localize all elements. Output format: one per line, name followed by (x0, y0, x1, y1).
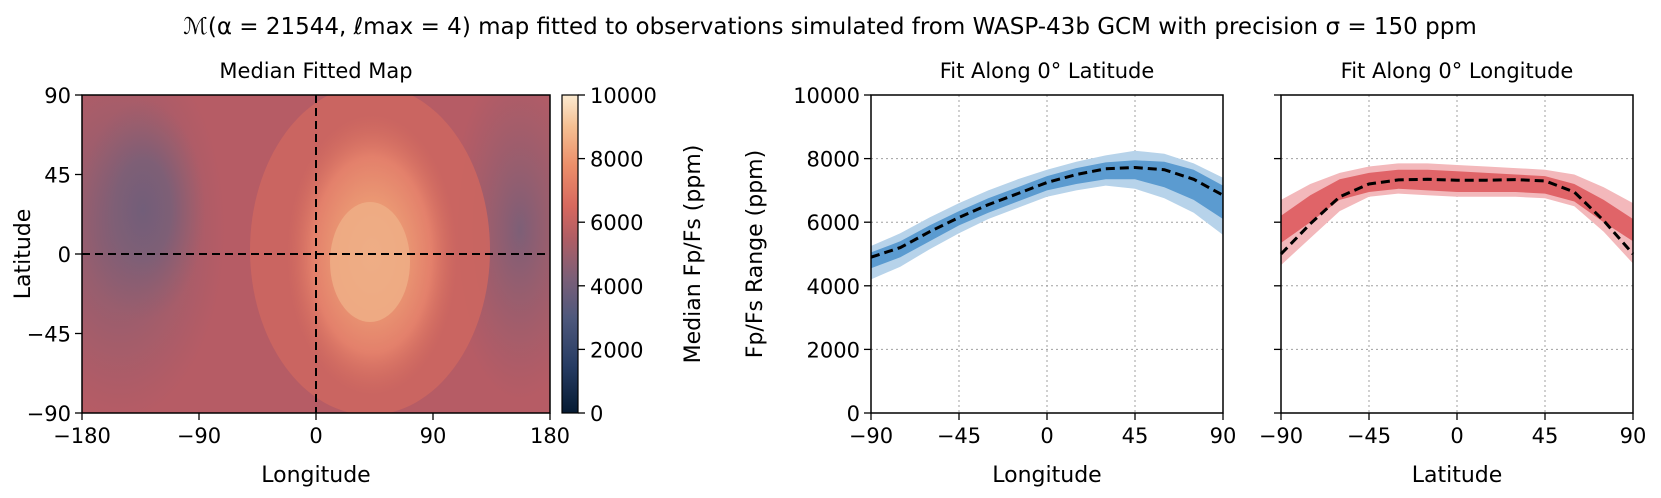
map-field (82, 95, 550, 413)
colorbar-tick-label: 2000 (590, 338, 643, 362)
lat-profile-ytick-label: 2000 (807, 338, 860, 362)
map-panel: Median Fitted Map −180 −90 0 90 180−90−45045… (11, 59, 570, 488)
map-xlabel: Longitude (261, 463, 370, 488)
map-xtick-label: 0 (309, 424, 322, 448)
lon-profile-xtick-label: 0 (1450, 424, 1463, 448)
lat-profile-outer-band (871, 150, 1223, 280)
map-xtick-label: 180 (530, 424, 570, 448)
map-ytick-label: −90 (27, 402, 71, 426)
lon-profile-plot: −90 −45 0 45 90 (1259, 94, 1647, 448)
lon-profile-title: Fit Along 0° Longitude (1341, 59, 1574, 83)
lon-profile-panel: Fit Along 0° Longitude −90 −45 0 45 90 Latit… (1259, 59, 1647, 488)
colorbar-tick-label: 4000 (590, 275, 643, 299)
lat-profile-xtick-label: −90 (849, 424, 893, 448)
colorbar-tick-label: 6000 (590, 211, 643, 235)
colorbar: 0 2000 4000 6000 8000 10000 Median Fp/Fs (ppm… (561, 84, 706, 426)
lon-profile-xtick-label: −90 (1259, 424, 1303, 448)
map-title: Median Fitted Map (219, 59, 412, 83)
lat-profile-plot: −90 −45 0 45 90 0 2000 4000 6000 8000 10000 (793, 84, 1236, 448)
figure-title: ℳ(α = 21544, ℓmax = 4) map fitted to obs… (183, 14, 1476, 40)
lon-profile-xtick-label: −45 (1347, 424, 1391, 448)
lat-profile-ytick-label: 10000 (793, 84, 860, 108)
lon-profile-inner-band (1281, 169, 1633, 243)
lat-profile-ytick-label: 4000 (807, 275, 860, 299)
lon-profile-xtick-label: 90 (1620, 424, 1647, 448)
lat-profile-xlabel: Longitude (992, 463, 1101, 488)
lat-profile-xtick-label: −45 (937, 424, 981, 448)
colorbar-label: Median Fp/Fs (ppm) (681, 145, 706, 364)
map-ylabel: Latitude (11, 209, 36, 300)
colorbar-tick-label: 8000 (590, 148, 643, 172)
lat-profile-xtick-label: 45 (1122, 424, 1149, 448)
map-ytick-label: −45 (27, 323, 71, 347)
lat-profile-panel: Fit Along 0° Latitude −90 −45 0 45 90 0 2000 40… (743, 59, 1236, 488)
map-xtick-label: −90 (177, 424, 221, 448)
colorbar-tick-label: 0 (590, 402, 603, 426)
map-ytick-label: 90 (44, 84, 71, 108)
lat-profile-xtick-label: 90 (1210, 424, 1237, 448)
lat-profile-ytick-label: 8000 (807, 148, 860, 172)
map-ytick-label: 45 (44, 164, 71, 188)
lat-profile-ytick-label: 0 (847, 402, 860, 426)
colorbar-tick-label: 10000 (590, 84, 657, 108)
colorbar-ticks: 0 2000 4000 6000 8000 10000 (578, 84, 657, 426)
colorbar-gradient (561, 94, 579, 414)
lat-profile-ylabel: Fp/Fs Range (ppm) (743, 150, 768, 358)
lat-profile-title: Fit Along 0° Latitude (940, 59, 1155, 83)
lon-profile-xtick-label: 45 (1532, 424, 1559, 448)
map-xtick-label: −180 (53, 424, 111, 448)
lat-profile-inner-band (871, 160, 1223, 269)
lon-profile-xlabel: Latitude (1412, 463, 1503, 488)
lat-profile-median-line (870, 165, 1224, 259)
lat-profile-xtick-label: 0 (1040, 424, 1053, 448)
map-xtick-label: 90 (420, 424, 447, 448)
lat-profile-ytick-label: 6000 (807, 211, 860, 235)
lon-profile-median-line (1279, 177, 1635, 256)
map-ytick-label: 0 (58, 243, 71, 267)
